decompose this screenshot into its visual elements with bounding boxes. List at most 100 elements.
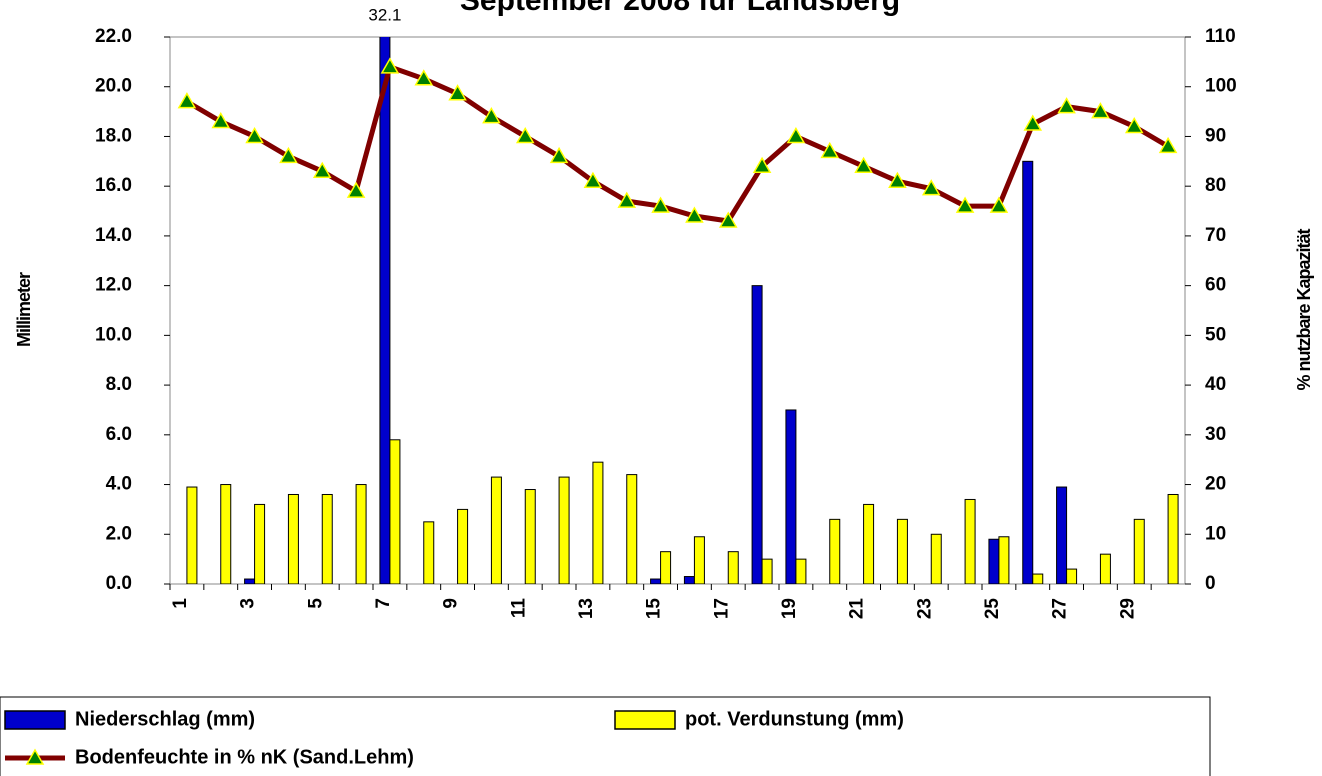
legend-swatch [614, 710, 676, 730]
y2-tick-label: 80 [1205, 175, 1226, 196]
y-tick-label: 6.0 [106, 424, 132, 445]
y-tick-label: 14.0 [95, 225, 132, 246]
bar [727, 551, 739, 584]
y2-tick-label: 70 [1205, 225, 1226, 246]
bar [423, 521, 435, 584]
line-marker [515, 126, 535, 144]
bar [751, 285, 763, 584]
bar [524, 489, 536, 584]
x-tick-label: 11 [508, 598, 529, 619]
y2-tick-label: 50 [1205, 324, 1226, 345]
legend-marker [25, 748, 45, 765]
bar [1066, 568, 1078, 584]
bar [795, 558, 807, 584]
line-marker [820, 141, 840, 159]
line-marker [888, 171, 907, 188]
line-marker [448, 84, 467, 101]
y-tick-label: 10.0 [95, 324, 132, 345]
y-tick-label: 2.0 [106, 523, 132, 544]
line-marker [955, 196, 975, 213]
bar [558, 476, 570, 584]
x-tick-label: 17 [711, 598, 732, 619]
x-tick-label: 1 [170, 598, 191, 609]
x-tick-label: 29 [1117, 598, 1138, 619]
line-marker [583, 171, 603, 188]
bar [829, 518, 841, 584]
y-tick-label: 12.0 [95, 275, 132, 296]
legend-label: pot. Verdunstung (mm) [685, 708, 904, 730]
line-marker [617, 191, 637, 208]
line-marker [921, 179, 941, 196]
bar [693, 536, 705, 584]
bar [1167, 493, 1179, 584]
line-marker [482, 107, 501, 124]
bar [186, 486, 198, 584]
bar [896, 518, 908, 584]
legend-label: Niederschlag (mm) [75, 708, 255, 730]
line-marker [245, 126, 264, 144]
bar [863, 503, 875, 584]
x-tick-label: 5 [305, 598, 326, 609]
line-marker [651, 196, 670, 213]
line-marker [1124, 116, 1144, 134]
bar [389, 439, 401, 584]
chart-title: September 2008 für Landsberg [460, 0, 900, 17]
y2-tick-label: 10 [1205, 523, 1226, 544]
bar [355, 484, 367, 584]
bar [683, 576, 695, 584]
line-marker [549, 146, 569, 164]
legend-box [0, 696, 1211, 776]
legend-swatch [4, 710, 66, 730]
y-tick-label: 18.0 [95, 125, 132, 146]
bar [1099, 553, 1111, 584]
y-tick-label: 4.0 [106, 474, 132, 495]
bar [785, 409, 797, 584]
x-tick-label: 15 [644, 598, 665, 620]
line-marker [718, 211, 738, 228]
y-tick-label: 16.0 [95, 175, 132, 196]
bar [1032, 573, 1044, 584]
line-marker [414, 69, 434, 86]
line-marker [685, 206, 704, 223]
bar [988, 538, 1000, 584]
bar [490, 476, 502, 584]
x-tick-label: 19 [779, 598, 800, 619]
y2-axis-label: % nutzbare Kapazität [1294, 228, 1314, 390]
x-tick-label: 7 [373, 598, 394, 609]
x-tick-label: 23 [914, 598, 935, 619]
y2-tick-label: 30 [1205, 424, 1226, 445]
bar [626, 474, 638, 584]
bar [761, 558, 773, 584]
bar [1022, 160, 1034, 584]
bar [964, 498, 976, 584]
bar [244, 578, 256, 584]
bar [254, 503, 266, 584]
x-tick-label: 9 [441, 598, 462, 609]
y-tick-label: 0.0 [106, 573, 132, 594]
y2-tick-label: 110 [1205, 26, 1236, 47]
line-marker [1023, 114, 1043, 131]
bar [650, 578, 662, 584]
x-tick-label: 21 [847, 598, 868, 620]
bar [457, 508, 469, 584]
y2-tick-label: 100 [1205, 76, 1237, 97]
bar [930, 533, 942, 584]
line-marker [279, 146, 298, 164]
y-tick-label: 22.0 [95, 26, 132, 47]
bar [379, 37, 391, 584]
bar [1056, 486, 1068, 584]
bar [1133, 518, 1145, 584]
y2-tick-label: 60 [1205, 275, 1226, 296]
y-tick-label: 20.0 [95, 76, 132, 97]
line-marker [854, 156, 873, 174]
line-marker [989, 196, 1009, 213]
line-marker [312, 161, 332, 179]
x-tick-label: 3 [238, 598, 259, 609]
x-tick-label: 25 [982, 598, 1003, 620]
bar [321, 493, 333, 584]
bar [220, 484, 232, 584]
line-marker [380, 57, 400, 74]
line-marker [211, 112, 231, 129]
legend-label: Bodenfeuchte in % nK (Sand.Lehm) [75, 746, 414, 768]
line-marker [1091, 102, 1110, 119]
